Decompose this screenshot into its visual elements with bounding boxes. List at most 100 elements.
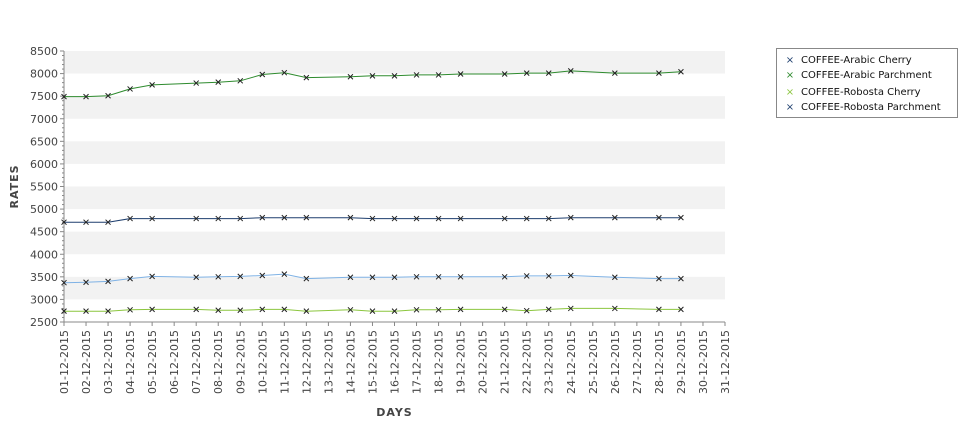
data-point-marker: [611, 305, 618, 312]
data-point-marker: [413, 72, 420, 78]
data-point-marker: [435, 72, 442, 78]
data-point-marker: [237, 273, 244, 280]
x-tick-label: 10-12-2015: [256, 330, 269, 394]
data-point-marker: [83, 308, 89, 315]
data-point-marker: [678, 306, 684, 313]
x-tick-label: 02-12-2015: [80, 330, 93, 394]
x-tick-label: 09-12-2015: [234, 330, 247, 394]
x-tick-label: 31-12-2015: [719, 330, 732, 394]
data-point-marker: [83, 93, 89, 100]
legend-marker-icon: ×: [785, 87, 795, 98]
data-point-marker: [149, 215, 155, 222]
data-point-marker: [347, 214, 354, 221]
x-tick-label: 29-12-2015: [675, 330, 688, 394]
series-line-2: [64, 307, 681, 312]
y-tick-label: 5500: [30, 181, 58, 194]
data-point-marker: [105, 219, 111, 226]
y-tick-label: 3500: [30, 271, 58, 284]
data-point-marker: [567, 305, 574, 312]
data-point-marker: [611, 214, 618, 221]
data-point-marker: [61, 308, 67, 315]
y-tick-label: 2500: [30, 316, 58, 329]
data-point-marker: [149, 306, 155, 313]
data-point-marker: [501, 215, 508, 222]
data-point-marker: [149, 82, 155, 88]
x-tick-label: 28-12-2015: [653, 330, 666, 394]
data-point-marker: [259, 272, 266, 279]
data-point-marker: [545, 306, 552, 313]
data-point-marker: [656, 275, 662, 282]
data-point-marker: [281, 214, 288, 221]
data-point-marker: [545, 215, 552, 222]
data-point-marker: [83, 279, 89, 286]
x-tick-label: 11-12-2015: [278, 330, 291, 394]
data-point-marker: [347, 306, 354, 313]
x-tick-label: 06-12-2015: [168, 330, 181, 394]
chart-legend: × COFFEE-Arabic Cherry × COFFEE-Arabic Par…: [776, 48, 958, 118]
y-tick-label: 3000: [30, 293, 58, 306]
x-tick-label: 08-12-2015: [212, 330, 225, 394]
data-point-marker: [259, 306, 266, 313]
x-tick-label: 30-12-2015: [697, 330, 710, 394]
data-point-marker: [413, 273, 420, 280]
data-point-marker: [259, 71, 266, 78]
data-point-marker: [457, 215, 464, 222]
x-tick-label: 25-12-2015: [587, 330, 600, 394]
data-point-marker: [457, 273, 464, 280]
x-tick-label: 13-12-2015: [322, 330, 335, 394]
data-point-marker: [391, 274, 398, 281]
legend-item-robosta-cherry: × COFFEE-Robosta Cherry: [783, 87, 921, 103]
y-tick-label: 4500: [30, 226, 58, 239]
legend-item-robosta-parchment: × COFFEE-Robosta Parchment: [783, 102, 941, 118]
data-point-marker: [391, 215, 398, 222]
data-point-marker: [523, 215, 530, 222]
x-tick-label: 12-12-2015: [300, 330, 313, 394]
x-tick-label: 26-12-2015: [609, 330, 622, 394]
legend-marker-icon: ×: [785, 102, 795, 113]
data-point-marker: [347, 73, 354, 80]
y-tick-label: 6000: [30, 158, 58, 171]
data-point-marker: [281, 306, 288, 313]
grid-band: [64, 141, 725, 164]
data-point-marker: [61, 219, 67, 226]
data-point-marker: [127, 306, 133, 313]
grid-band: [64, 276, 725, 300]
data-point-marker: [656, 214, 662, 221]
data-point-marker: [523, 307, 530, 314]
x-tick-label: 14-12-2015: [344, 330, 357, 394]
data-point-marker: [303, 308, 310, 315]
data-point-marker: [567, 214, 574, 221]
y-tick-label: 8500: [30, 45, 58, 58]
x-tick-label: 20-12-2015: [477, 330, 490, 394]
data-point-marker: [127, 215, 133, 222]
legend-marker-icon: ×: [785, 70, 795, 81]
data-point-marker: [127, 275, 133, 282]
data-point-marker: [193, 274, 200, 281]
data-point-marker: [347, 274, 354, 281]
data-point-marker: [435, 273, 442, 280]
data-point-marker: [237, 77, 244, 84]
data-point-marker: [678, 214, 684, 221]
legend-label: COFFEE-Arabic Parchment: [801, 70, 932, 81]
data-point-marker: [457, 306, 464, 313]
data-point-marker: [303, 275, 310, 282]
y-tick-label: 5000: [30, 203, 58, 216]
data-point-marker: [215, 215, 222, 222]
series-line-1: [64, 70, 681, 98]
data-point-marker: [611, 274, 618, 281]
legend-label: COFFEE-Robosta Cherry: [801, 87, 921, 98]
x-axis-title: DAYS: [376, 406, 412, 419]
data-point-marker: [105, 92, 111, 99]
data-point-marker: [435, 306, 442, 313]
grid-band: [64, 186, 725, 210]
x-tick-label: 05-12-2015: [146, 330, 159, 394]
data-point-marker: [281, 271, 288, 277]
y-axis-title: RATES: [8, 164, 21, 208]
data-point-marker: [391, 308, 398, 315]
data-point-marker: [83, 219, 89, 226]
x-tick-label: 27-12-2015: [631, 330, 644, 394]
x-tick-label: 19-12-2015: [455, 330, 468, 394]
data-point-marker: [523, 70, 530, 76]
grid-band: [64, 96, 725, 119]
data-point-marker: [611, 70, 618, 76]
